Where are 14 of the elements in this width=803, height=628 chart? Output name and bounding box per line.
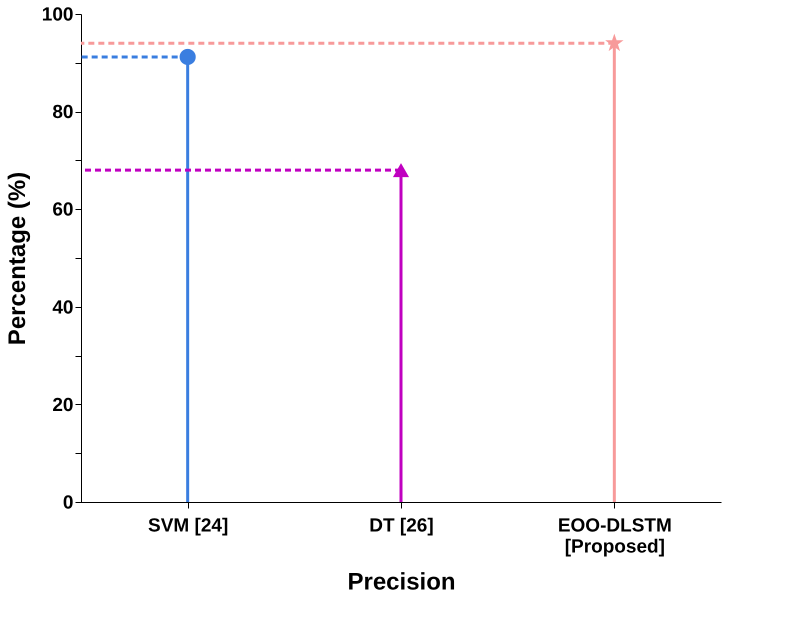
- y-axis-title: Percentage (%): [4, 172, 31, 346]
- x-tick-label: EOO-DLSTM [Proposed]: [558, 516, 672, 558]
- y-tick-label: 100: [42, 4, 74, 26]
- point: [605, 34, 624, 52]
- y-tick-label: 40: [52, 297, 74, 318]
- x-tick-label: DT [26]: [369, 516, 434, 536]
- y-tick-label: 0: [62, 492, 74, 514]
- y-tick-label: 60: [52, 200, 74, 221]
- point: [180, 48, 196, 65]
- y-tick-label: 80: [52, 102, 74, 124]
- x-tick-label: SVM [24]: [148, 516, 228, 536]
- x-axis-title: Precision: [347, 568, 456, 596]
- point: [392, 163, 410, 178]
- y-tick-label: 20: [52, 394, 74, 416]
